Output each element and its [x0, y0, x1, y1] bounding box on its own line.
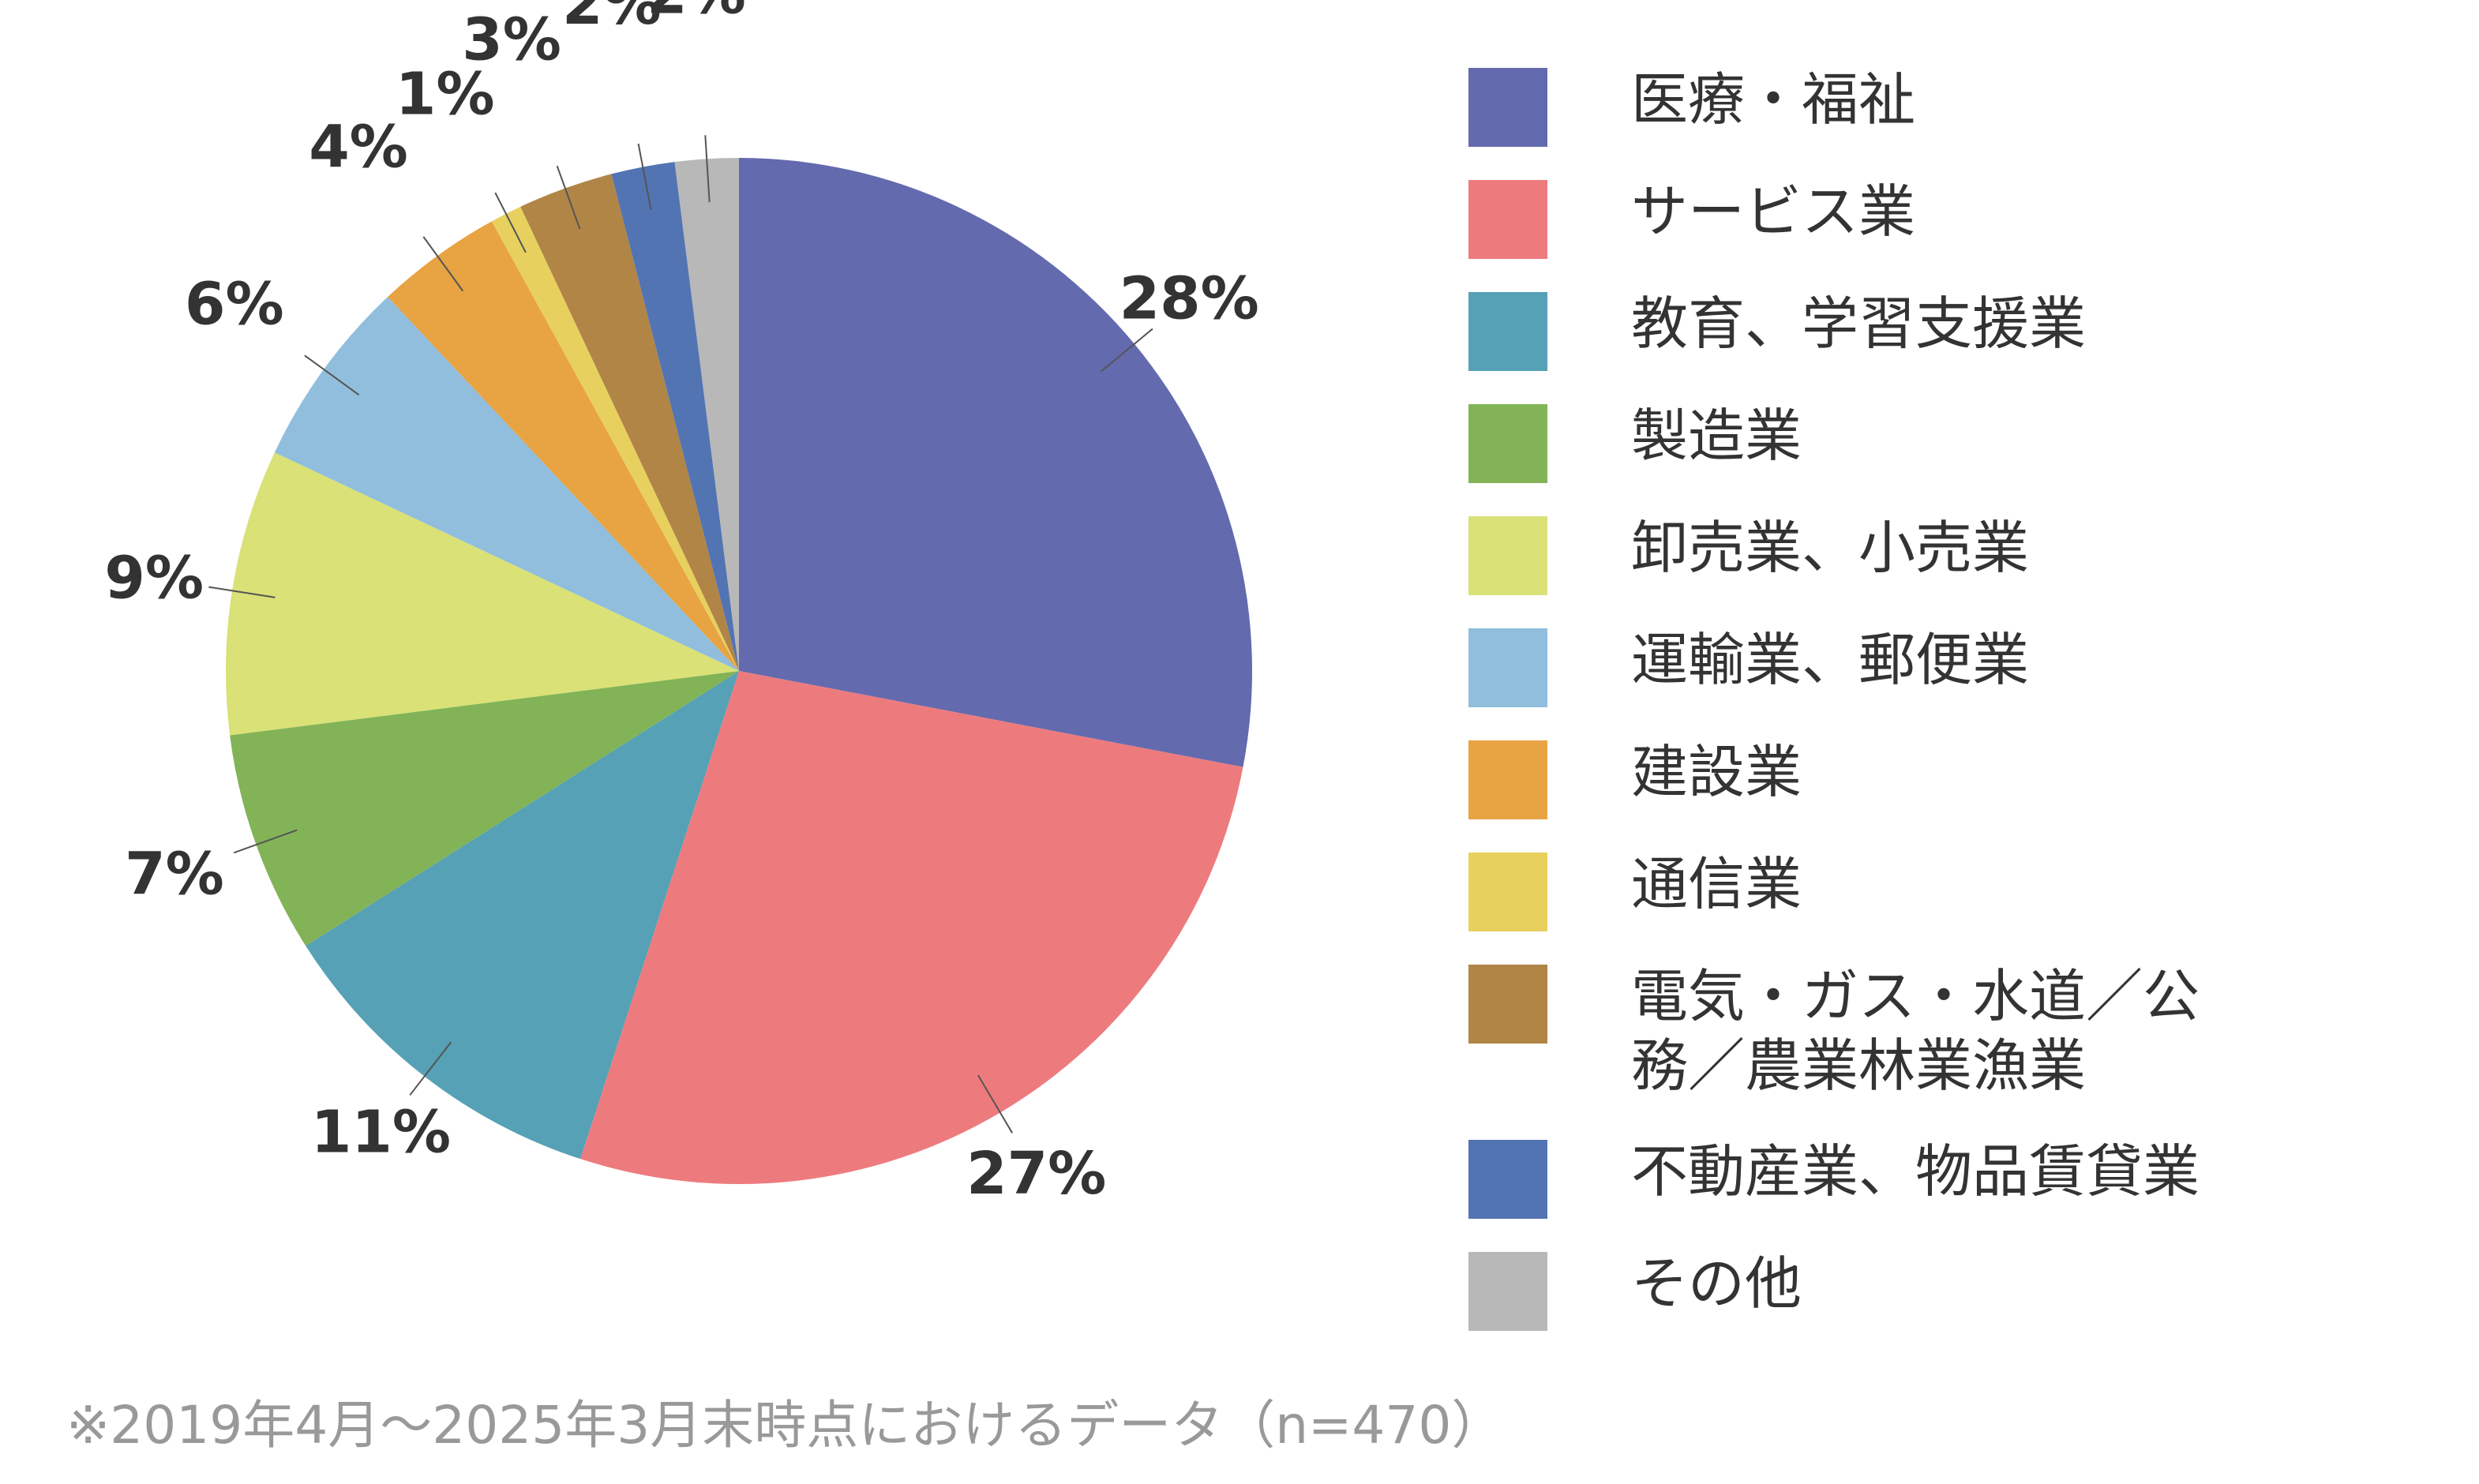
leader-line-4 — [233, 829, 298, 854]
legend-swatch — [1468, 68, 1547, 147]
leader-lines — [208, 135, 1153, 1134]
pie-slice-2 — [580, 671, 1243, 1184]
legend-swatch — [1468, 292, 1547, 371]
data-label-11: 2% — [647, 0, 746, 28]
legend-label: 製造業 — [1631, 403, 1802, 469]
leader-line-11 — [704, 135, 711, 203]
data-label-1: 28% — [1119, 264, 1259, 332]
data-label-10: 2% — [562, 0, 662, 38]
percentage-labels: 28%27%11%7%9%6%4%1%3%2%2% — [104, 0, 1258, 1208]
data-label-3: 11% — [311, 1099, 451, 1167]
leader-line-6 — [304, 354, 360, 396]
legend-label: 教育、学習支援業 — [1631, 290, 2087, 357]
legend-label: 医療・福祉 — [1631, 66, 1916, 133]
pie-chart: 28%27%11%7%9%6%4%1%3%2%2% — [104, 0, 1258, 1208]
legend-label: 電気・ガス・水道／公 務／農業林業漁業 — [1631, 963, 2200, 1099]
leader-line-9 — [556, 165, 581, 230]
legend-label: 不動産業、物品賃貸業 — [1631, 1138, 2200, 1205]
pie-slice-6 — [274, 297, 739, 671]
pie-slice-11 — [674, 158, 739, 671]
pie-slice-4 — [230, 671, 739, 946]
legend-swatch — [1468, 1252, 1547, 1331]
data-label-5: 9% — [104, 545, 204, 613]
data-label-6: 6% — [185, 271, 284, 339]
data-label-9: 3% — [462, 6, 561, 73]
data-label-4: 7% — [125, 840, 224, 908]
pie-slice-1 — [739, 158, 1252, 767]
pie-slice-7 — [388, 221, 739, 672]
pie-slice-9 — [520, 174, 739, 671]
legend-swatch — [1468, 516, 1547, 595]
leader-line-8 — [494, 192, 527, 253]
pie-slice-8 — [491, 206, 739, 671]
leader-line-2 — [977, 1074, 1014, 1134]
pie-slice-5 — [226, 452, 740, 736]
pie-slices — [226, 158, 1252, 1184]
legend-swatch — [1468, 1140, 1547, 1219]
legend-label: 建設業 — [1631, 739, 1802, 805]
legend-label: 卸売業、小売業 — [1631, 515, 2030, 581]
pie-slice-3 — [306, 671, 739, 1160]
leader-line-1 — [1100, 328, 1153, 373]
legend-label: 通信業 — [1631, 851, 1802, 917]
leader-line-10 — [637, 143, 652, 210]
legend-swatch — [1468, 404, 1547, 483]
legend-swatch — [1468, 965, 1547, 1044]
legend-swatch — [1468, 740, 1547, 819]
data-label-7: 4% — [309, 114, 408, 182]
leader-line-7 — [422, 236, 464, 292]
legend-swatch — [1468, 628, 1547, 707]
data-label-8: 1% — [396, 60, 495, 128]
leader-line-3 — [409, 1041, 452, 1096]
legend-label: その他 — [1631, 1250, 1802, 1317]
legend-label: サービス業 — [1631, 178, 1916, 245]
legend-swatch — [1468, 853, 1547, 931]
data-label-2: 27% — [966, 1140, 1106, 1208]
legend-label: 運輸業、郵便業 — [1631, 627, 2030, 693]
legend-swatch — [1468, 180, 1547, 259]
pie-slice-10 — [611, 162, 739, 672]
footnote: ※2019年4月～2025年3月末時点におけるデータ（n=470） — [66, 1395, 1504, 1456]
leader-line-5 — [208, 586, 276, 598]
